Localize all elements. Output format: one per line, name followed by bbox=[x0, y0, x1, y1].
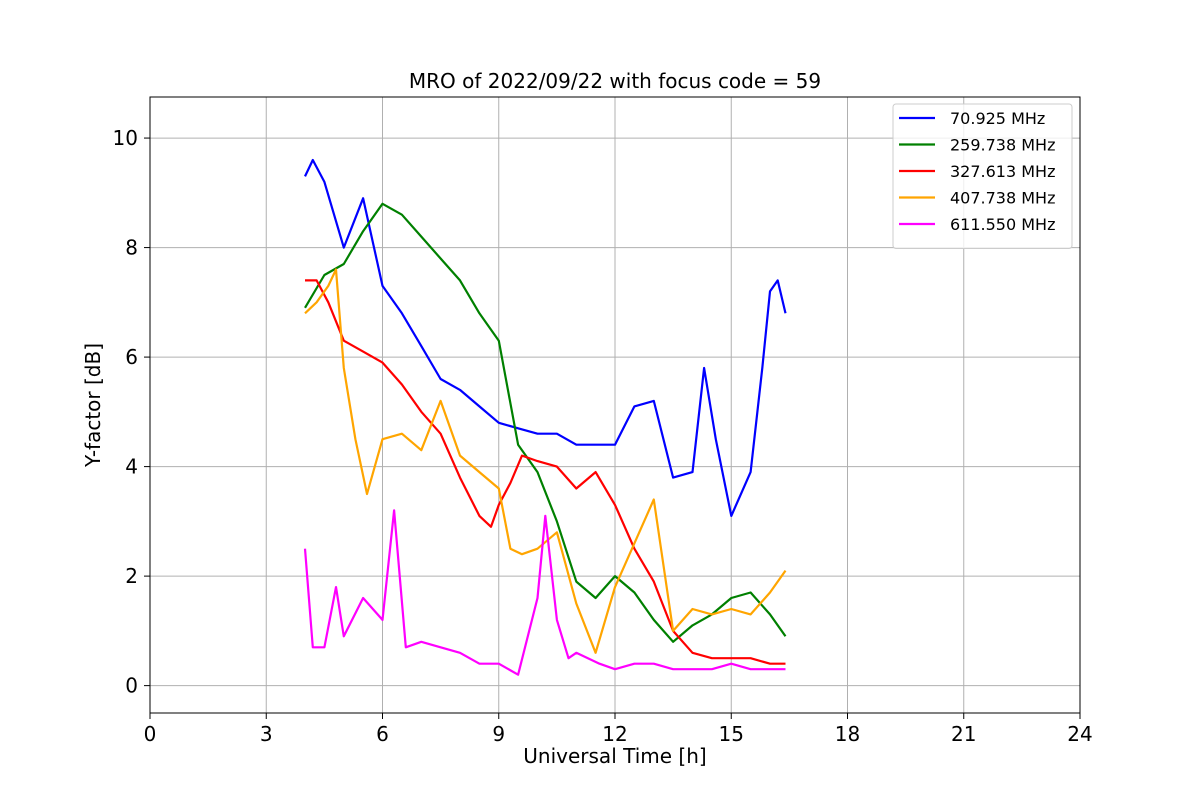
x-tick-label: 24 bbox=[1067, 722, 1092, 746]
x-axis-label: Universal Time [h] bbox=[523, 744, 706, 768]
x-tick-label: 0 bbox=[144, 722, 157, 746]
series-line-2 bbox=[305, 279, 786, 665]
y-tick-label: 10 bbox=[113, 126, 138, 150]
legend-label-0: 70.925 MHz bbox=[950, 109, 1045, 128]
chart-title: MRO of 2022/09/22 with focus code = 59 bbox=[409, 69, 821, 93]
y-tick-label: 0 bbox=[125, 674, 138, 698]
y-tick-label: 8 bbox=[125, 236, 138, 260]
x-tick-label: 12 bbox=[602, 722, 627, 746]
y-tick-label: 2 bbox=[125, 564, 138, 588]
legend-label-3: 407.738 MHz bbox=[950, 189, 1055, 208]
legend-label-1: 259.738 MHz bbox=[950, 136, 1055, 155]
series-line-0 bbox=[304, 158, 787, 518]
y-tick-label: 6 bbox=[125, 345, 138, 369]
series-line-1 bbox=[304, 202, 787, 643]
y-tick-label: 4 bbox=[125, 455, 138, 479]
x-tick-label: 6 bbox=[376, 722, 389, 746]
x-tick-label: 21 bbox=[951, 722, 976, 746]
series-line-3 bbox=[304, 268, 787, 654]
legend-label-2: 327.613 MHz bbox=[950, 162, 1055, 181]
x-tick-label: 15 bbox=[719, 722, 744, 746]
legend-label-4: 611.550 MHz bbox=[950, 215, 1055, 234]
x-tick-label: 9 bbox=[492, 722, 505, 746]
series-layer bbox=[303, 158, 787, 676]
series-group bbox=[303, 158, 787, 676]
x-tick-label: 18 bbox=[835, 722, 860, 746]
y-axis-label: Y-factor [dB] bbox=[81, 343, 105, 468]
legend-box bbox=[892, 103, 1073, 249]
series-line-4 bbox=[303, 509, 786, 676]
legend: 70.925 MHz 259.738 MHz 327.613 MHz 407.738 … bbox=[892, 103, 1073, 249]
x-tick-label: 3 bbox=[260, 722, 273, 746]
